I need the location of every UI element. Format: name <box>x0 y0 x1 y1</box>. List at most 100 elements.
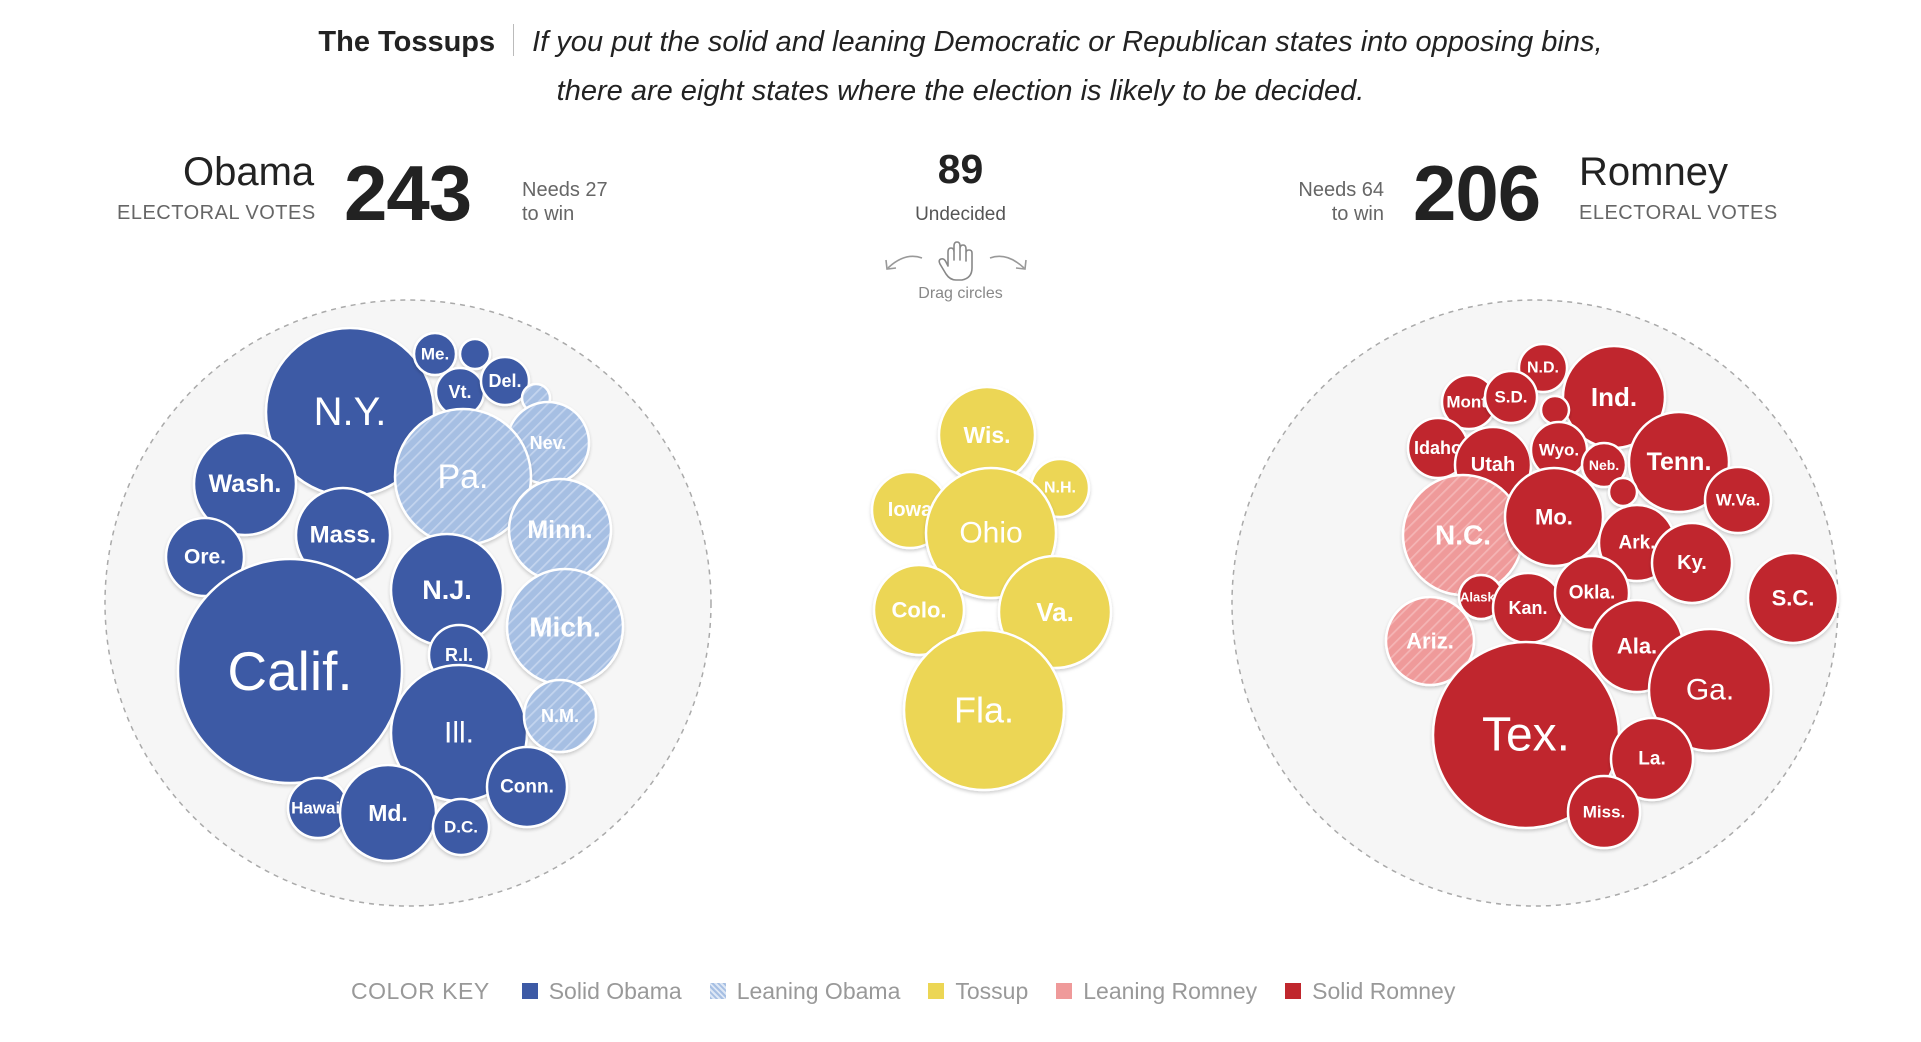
state-bubble-la[interactable] <box>1609 716 1695 802</box>
header-intro-line-1: If you put the solid and leaning Democra… <box>532 26 1603 58</box>
state-label-nev: Nev. <box>530 433 567 453</box>
state-bubble-fla[interactable] <box>902 628 1066 792</box>
state-label-del: Del. <box>488 371 521 391</box>
state-label-minn: Minn. <box>527 516 592 544</box>
state-bubble-wash[interactable] <box>192 431 298 537</box>
state-label-wash: Wash. <box>209 470 282 498</box>
state-bubble-del[interactable] <box>479 355 531 407</box>
state-bubble-unlabeled[interactable] <box>1607 476 1639 508</box>
state-label-ky: Ky. <box>1677 552 1707 574</box>
header: The Tossups If you put the solid and lean… <box>0 18 1921 116</box>
state-bubble-nm[interactable] <box>522 678 598 754</box>
state-bubble-ariz[interactable] <box>1384 595 1476 687</box>
state-bubble-wva[interactable] <box>1703 465 1773 535</box>
romney-count: 206 <box>1413 149 1541 237</box>
header-divider <box>513 24 515 56</box>
state-label-iowa: Iowa <box>888 499 933 521</box>
color-key-label: Leaning Romney <box>1083 977 1258 1004</box>
state-label-sc: S.C. <box>1772 586 1815 611</box>
header-line-1: The Tossups If you put the solid and lean… <box>0 18 1921 67</box>
romney-needs-line-2: to win <box>1331 203 1384 225</box>
state-label-ore: Ore. <box>184 546 226 569</box>
state-label-fla: Fla. <box>954 690 1014 731</box>
swatch-leaning-obama <box>709 983 726 999</box>
state-bubble-ga[interactable] <box>1647 627 1773 753</box>
state-label-nd: N.D. <box>1527 360 1559 377</box>
state-label-miss: Miss. <box>1583 803 1626 822</box>
state-label-ind: Ind. <box>1591 382 1637 412</box>
state-bubble-tenn[interactable] <box>1627 410 1731 514</box>
undecided-count: 89 <box>937 146 984 192</box>
state-label-alaska: Alaska <box>1460 590 1503 605</box>
state-bubble-calif[interactable] <box>176 557 404 785</box>
color-key-label: Solid Romney <box>1312 977 1456 1004</box>
state-label-wis: Wis. <box>963 422 1010 448</box>
state-bubbles: N.Y. Me. Vt. Del. Nev. Pa. Wash. Mass. Minn. Ore.… <box>164 326 1840 863</box>
color-key: COLOR KEY Solid Obama Leaning Obama Toss… <box>351 974 1483 1008</box>
state-bubble-me[interactable] <box>412 331 458 377</box>
state-label-mo: Mo. <box>1535 505 1573 530</box>
state-bubble-miss[interactable] <box>1566 774 1642 850</box>
state-label-mont: Mont. <box>1446 393 1491 412</box>
state-label-pa: Pa. <box>437 458 488 496</box>
state-label-nc: N.C. <box>1435 520 1491 551</box>
state-label-conn: Conn. <box>500 777 554 798</box>
state-label-idaho: Idaho <box>1414 438 1462 458</box>
state-bubble-sd[interactable] <box>1483 369 1539 425</box>
romney-needs: Needs 64 to win <box>1288 178 1384 226</box>
state-label-md: Md. <box>368 800 408 826</box>
state-label-ri: R.I. <box>445 645 473 665</box>
state-label-tex: Tex. <box>1482 709 1570 762</box>
header-title: The Tossups <box>318 26 496 58</box>
state-label-neb: Neb. <box>1589 457 1619 473</box>
state-label-utah: Utah <box>1471 454 1515 476</box>
state-label-hawaii: Hawaii <box>291 799 345 818</box>
color-key-solid-romney: Solid Romney <box>1285 978 1455 1005</box>
state-bubble-colo[interactable] <box>872 563 966 657</box>
color-key-label: Leaning Obama <box>736 977 901 1004</box>
state-label-vt: Vt. <box>448 382 471 402</box>
state-bubble-unlabeled[interactable] <box>458 337 492 371</box>
state-label-ga: Ga. <box>1686 674 1734 707</box>
state-label-ark: Ark. <box>1619 533 1656 554</box>
state-bubble-ore[interactable] <box>164 516 246 598</box>
state-label-sd: S.D. <box>1494 388 1527 407</box>
state-bubble-conn[interactable] <box>485 745 569 829</box>
state-bubble-va[interactable] <box>997 554 1113 670</box>
state-label-calif: Calif. <box>227 640 352 702</box>
state-label-nh: N.H. <box>1044 480 1076 497</box>
color-key-leaning-romney: Leaning Romney <box>1056 978 1257 1005</box>
curved-arrow-right-icon <box>989 255 1025 269</box>
state-label-ill: Ill. <box>444 717 474 750</box>
obama-count: 243 <box>344 149 472 237</box>
state-bubble-mo[interactable] <box>1503 466 1605 568</box>
obama-needs-line-2: to win <box>522 203 575 225</box>
state-label-dc: D.C. <box>444 818 478 837</box>
color-key-leaning-obama: Leaning Obama <box>709 977 901 1005</box>
state-label-ohio: Ohio <box>959 517 1022 550</box>
state-label-ariz: Ariz. <box>1406 629 1454 654</box>
state-bubble-unlabeled[interactable] <box>1539 394 1571 426</box>
state-label-wyo: Wyo. <box>1539 441 1579 460</box>
state-label-wva: W.Va. <box>1716 491 1760 510</box>
state-label-va: Va. <box>1036 597 1074 627</box>
color-key-heading: COLOR KEY <box>351 977 490 1004</box>
romney-needs-line-1: Needs 64 <box>1298 179 1384 201</box>
state-label-kan: Kan. <box>1508 598 1547 618</box>
state-bubble-dc[interactable] <box>431 797 491 857</box>
obama-needs: Needs 27 to win <box>522 178 608 226</box>
state-bubble-sc[interactable] <box>1746 551 1840 645</box>
header-line-2: there are eight states where the electio… <box>0 67 1921 116</box>
romney-subtitle: ELECTORAL VOTES <box>1579 202 1778 224</box>
state-label-ala: Ala. <box>1617 634 1657 659</box>
romney-name: Romney <box>1579 150 1728 194</box>
state-bubble-neb[interactable] <box>1580 441 1628 489</box>
state-label-mich: Mich. <box>529 612 601 643</box>
curved-arrow-left-icon <box>887 255 923 269</box>
undecided-label: Undecided <box>915 204 1006 225</box>
obama-needs-line-1: Needs 27 <box>522 179 608 201</box>
state-bubble-ky[interactable] <box>1650 521 1734 605</box>
state-label-me: Me. <box>421 345 449 364</box>
color-key-label: Tossup <box>955 977 1029 1004</box>
